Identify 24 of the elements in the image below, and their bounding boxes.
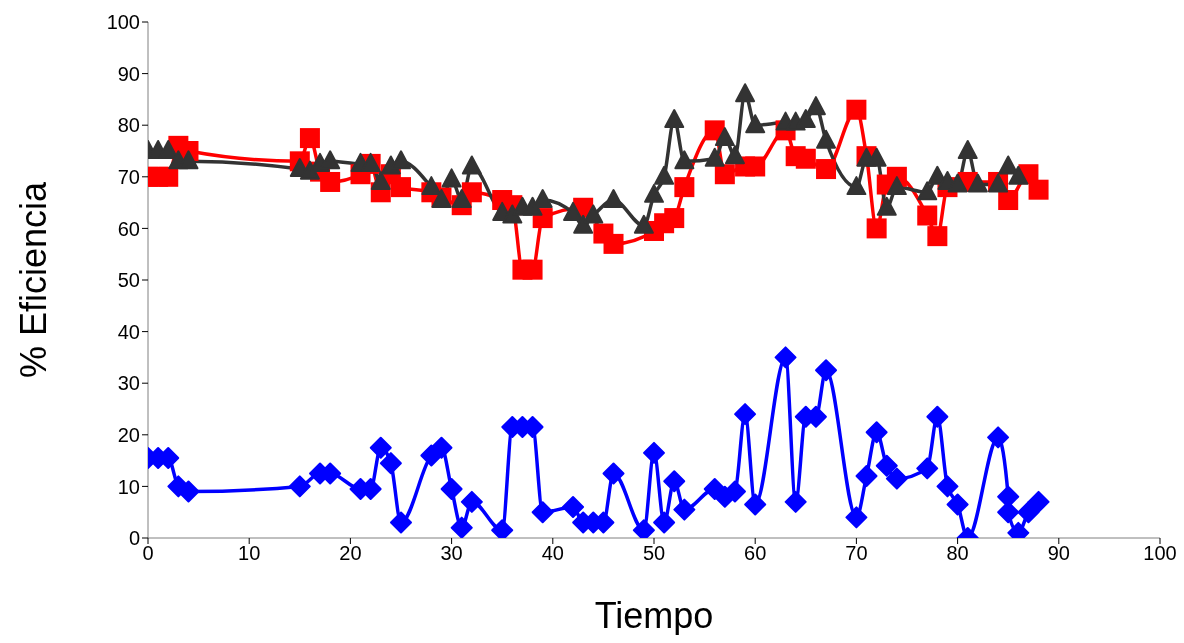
x-axis-title: Tiempo bbox=[594, 595, 714, 636]
y-tick-label: 20 bbox=[117, 423, 140, 446]
y-tick-label: 90 bbox=[117, 62, 140, 85]
x-tick-label: 10 bbox=[238, 542, 261, 565]
y-tick-label: 0 bbox=[128, 527, 140, 550]
x-tick-label: 30 bbox=[440, 542, 463, 565]
x-tick-label: 90 bbox=[1047, 542, 1070, 565]
y-tick-label: 100 bbox=[106, 11, 140, 34]
y-tick-label: 30 bbox=[117, 372, 140, 395]
x-tick-label: 100 bbox=[1143, 542, 1177, 565]
y-axis-title: % Eficiencia bbox=[12, 180, 54, 379]
y-tick-label: 40 bbox=[117, 320, 140, 343]
x-tick-label: 70 bbox=[845, 542, 868, 565]
y-tick-label: 60 bbox=[117, 217, 140, 240]
x-tick-label: 50 bbox=[642, 542, 666, 565]
x-tick-label: 0 bbox=[142, 542, 154, 565]
y-tick-label: 80 bbox=[117, 114, 140, 137]
y-tick-label: 50 bbox=[117, 269, 140, 292]
x-tick-label: 60 bbox=[744, 542, 767, 565]
y-tick-label: 10 bbox=[117, 475, 140, 498]
x-tick-label: 40 bbox=[541, 542, 564, 565]
y-tick-label: 70 bbox=[117, 165, 140, 188]
x-tick-label: 20 bbox=[339, 542, 362, 565]
x-tick-label: 80 bbox=[946, 542, 969, 565]
